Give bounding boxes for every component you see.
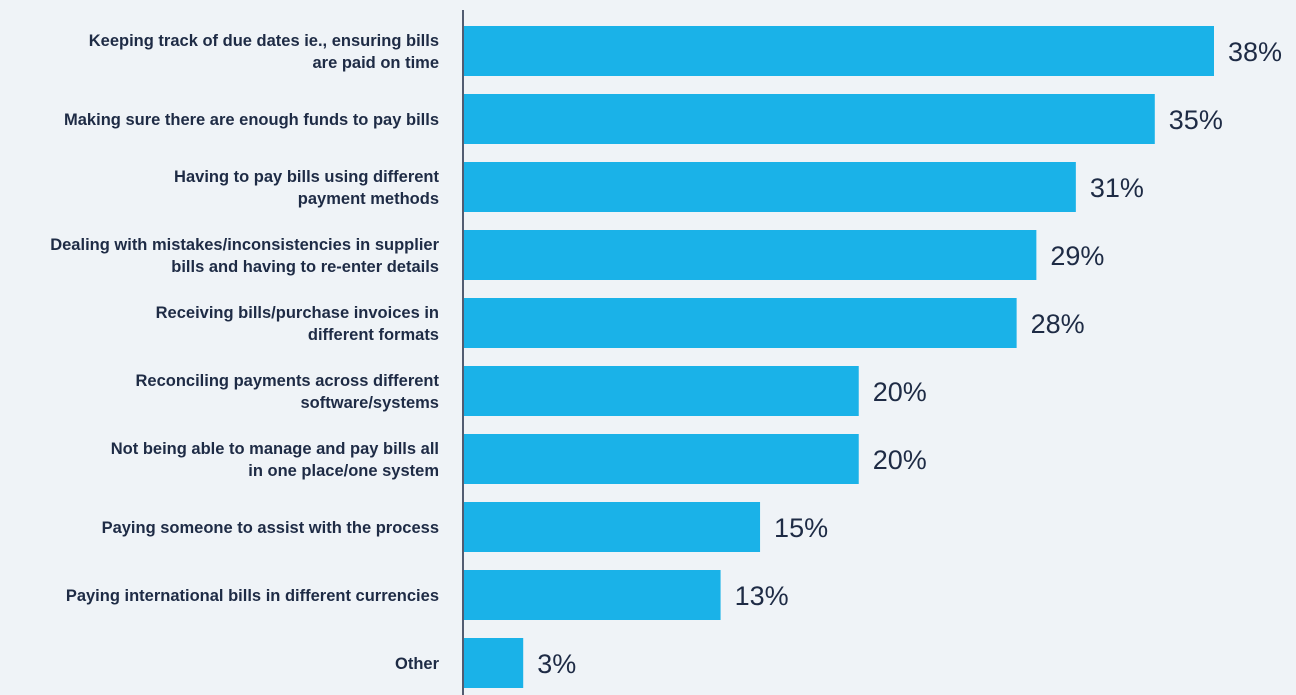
bar bbox=[464, 230, 1037, 280]
category-label: Paying international bills in different … bbox=[66, 587, 439, 605]
category-label: are paid on time bbox=[312, 54, 439, 72]
bar bbox=[464, 162, 1076, 212]
bar-value-label: 20% bbox=[873, 377, 927, 407]
category-label: Paying someone to assist with the proces… bbox=[102, 519, 439, 537]
bar-value-label: 35% bbox=[1169, 105, 1223, 135]
bar-value-label: 20% bbox=[873, 445, 927, 475]
bar-value-label: 31% bbox=[1090, 173, 1144, 203]
bar-value-label: 13% bbox=[735, 581, 789, 611]
category-label: Other bbox=[395, 655, 440, 673]
bar bbox=[464, 434, 859, 484]
bar bbox=[464, 502, 761, 552]
category-label: Receiving bills/purchase invoices in bbox=[156, 304, 439, 322]
bar bbox=[464, 26, 1214, 76]
bar-value-label: 3% bbox=[537, 649, 576, 679]
category-label: in one place/one system bbox=[248, 462, 439, 480]
category-label: Reconciling payments across different bbox=[135, 372, 439, 390]
category-label: bills and having to re-enter details bbox=[171, 258, 439, 276]
category-label: payment methods bbox=[298, 190, 439, 208]
bar bbox=[464, 94, 1155, 144]
category-label: Keeping track of due dates ie., ensuring… bbox=[89, 32, 439, 50]
bar-value-label: 29% bbox=[1050, 241, 1104, 271]
bar-value-label: 15% bbox=[774, 513, 828, 543]
category-label: software/systems bbox=[301, 394, 440, 412]
bar bbox=[464, 366, 859, 416]
bar-value-label: 38% bbox=[1228, 37, 1282, 67]
bar bbox=[464, 298, 1017, 348]
category-label: Not being able to manage and pay bills a… bbox=[111, 440, 439, 458]
category-label: different formats bbox=[308, 326, 439, 344]
bar bbox=[464, 570, 721, 620]
category-label: Dealing with mistakes/inconsistencies in… bbox=[50, 236, 439, 254]
bar-value-label: 28% bbox=[1031, 309, 1085, 339]
category-label: Making sure there are enough funds to pa… bbox=[64, 111, 439, 129]
category-label: Having to pay bills using different bbox=[174, 168, 439, 186]
bar bbox=[464, 638, 524, 688]
